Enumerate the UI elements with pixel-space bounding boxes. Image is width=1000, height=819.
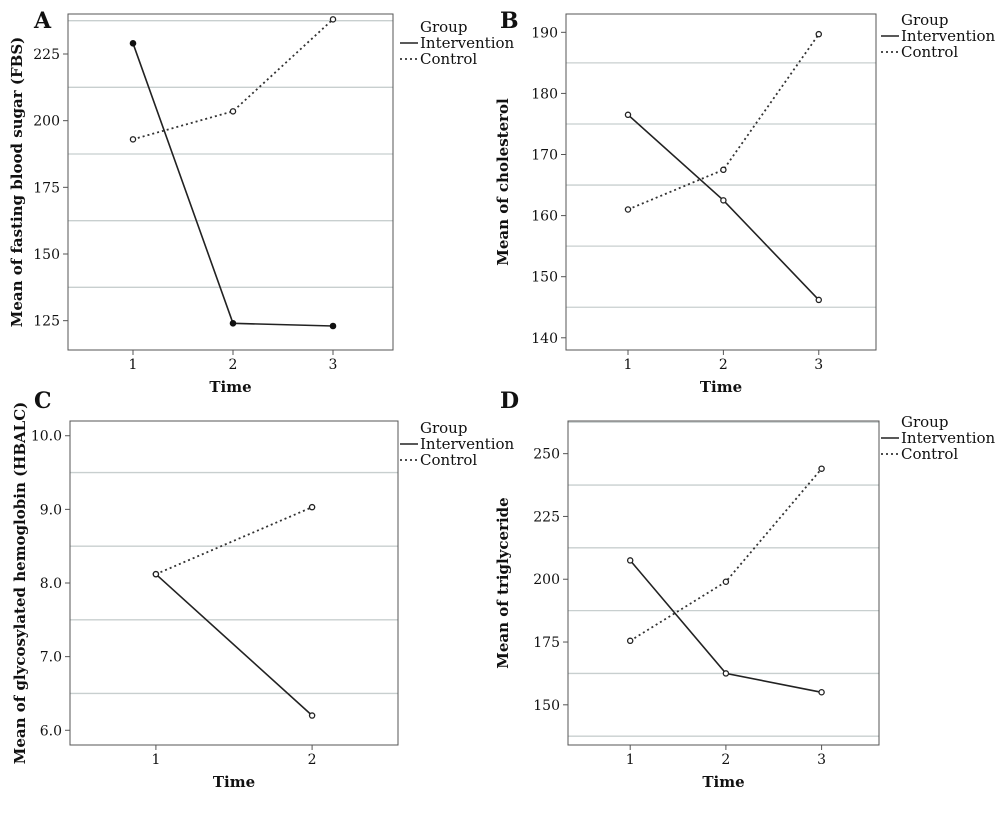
data-point-a-control-3 bbox=[329, 16, 337, 23]
data-point-a-control-1 bbox=[129, 136, 137, 143]
legend-label-c-intervention: Intervention bbox=[420, 435, 515, 453]
x-tick-label-a-1: 2 bbox=[229, 357, 238, 373]
y-tick-label-a-2: 175 bbox=[33, 180, 60, 196]
x-tick-label-c-1: 2 bbox=[308, 752, 317, 768]
data-point-b-intervention-3 bbox=[815, 296, 823, 304]
data-point-b-intervention-2 bbox=[720, 197, 727, 204]
x-tick-label-c-0: 1 bbox=[151, 752, 160, 768]
series-line-c-control bbox=[155, 506, 313, 576]
y-tick-label-b-3: 170 bbox=[531, 148, 558, 164]
data-point-d-intervention-1 bbox=[626, 557, 634, 564]
legend-label-d-control: Control bbox=[901, 445, 958, 463]
y-tick-label-a-1: 150 bbox=[33, 247, 60, 263]
legend-label-a-intervention: Intervention bbox=[420, 34, 515, 52]
x-axis-title-c: Time bbox=[213, 773, 255, 791]
data-point-a-control-2 bbox=[229, 108, 237, 115]
x-tick-label-b-1: 2 bbox=[719, 357, 728, 373]
y-axis-title-b: Mean of cholesterol bbox=[494, 98, 512, 266]
panel-letter-a: A bbox=[33, 8, 52, 34]
series-line-c-intervention bbox=[155, 573, 313, 717]
x-tick-label-b-2: 3 bbox=[814, 357, 823, 373]
y-axis-title-a: Mean of fasting blood sugar (FBS) bbox=[8, 37, 26, 327]
data-point-c-control-2 bbox=[308, 503, 316, 511]
y-tick-label-b-1: 150 bbox=[531, 270, 558, 286]
data-point-d-control-1 bbox=[626, 637, 634, 645]
y-tick-label-b-4: 180 bbox=[531, 86, 558, 102]
data-point-b-control-3 bbox=[815, 30, 823, 38]
panel-letter-b: B bbox=[500, 8, 519, 34]
legend-label-c-control: Control bbox=[420, 451, 477, 469]
x-axis-title-a: Time bbox=[209, 378, 251, 396]
y-tick-label-a-3: 200 bbox=[33, 114, 60, 130]
legend-title-a: Group bbox=[420, 18, 467, 36]
y-tick-label-c-0: 6.0 bbox=[40, 723, 62, 739]
legend-title-d: Group bbox=[901, 413, 948, 431]
y-axis-title-c: Mean of glycosylated hemoglobin (HBALC) bbox=[11, 402, 29, 764]
y-tick-label-d-3: 225 bbox=[533, 509, 560, 525]
data-point-b-control-1 bbox=[624, 206, 632, 213]
plot-frame-d bbox=[567, 420, 880, 746]
x-tick-label-b-0: 1 bbox=[624, 357, 633, 373]
y-tick-label-c-3: 9.0 bbox=[40, 502, 62, 518]
y-tick-label-c-1: 7.0 bbox=[40, 650, 62, 666]
series-line-b-intervention bbox=[627, 114, 820, 301]
data-point-c-control-1 bbox=[152, 570, 160, 578]
y-tick-label-b-5: 190 bbox=[531, 25, 558, 41]
plot-frame-b bbox=[565, 13, 877, 351]
data-point-d-control-2 bbox=[722, 578, 730, 585]
legend-label-b-control: Control bbox=[901, 43, 958, 61]
x-tick-label-a-0: 1 bbox=[129, 357, 138, 373]
chart-panel-c: C 6.0 7.0 8.0 9.0 10.0 1 2 Time Mean of glycosyla… bbox=[11, 388, 515, 791]
series-line-a-control bbox=[132, 18, 334, 141]
legend-label-b-intervention: Intervention bbox=[901, 27, 996, 45]
y-axis-title-d: Mean of triglyceride bbox=[494, 497, 512, 668]
y-tick-label-d-0: 150 bbox=[533, 698, 560, 714]
x-tick-label-d-0: 1 bbox=[626, 752, 635, 768]
data-point-a-intervention-3 bbox=[329, 322, 337, 330]
plot-frame-a bbox=[67, 13, 394, 351]
x-axis-title-d: Time bbox=[702, 773, 744, 791]
plot-frame-c bbox=[69, 420, 399, 746]
y-tick-label-c-4: 10.0 bbox=[31, 429, 62, 445]
legend-title-b: Group bbox=[901, 11, 948, 29]
y-tick-label-c-2: 8.0 bbox=[40, 576, 62, 592]
y-tick-label-b-2: 160 bbox=[531, 209, 558, 225]
data-point-d-control-3 bbox=[818, 465, 825, 472]
data-point-d-intervention-2 bbox=[722, 670, 730, 677]
x-axis-title-b: Time bbox=[700, 378, 742, 396]
x-tick-label-a-2: 3 bbox=[329, 357, 338, 373]
data-point-a-intervention-1 bbox=[129, 40, 137, 47]
y-tick-label-b-0: 140 bbox=[531, 331, 558, 347]
chart-panel-a: A 125 150 175 200 225 1 2 3 Time Mean of fasting b… bbox=[8, 8, 515, 396]
data-point-c-intervention-2 bbox=[308, 712, 316, 719]
series-line-d-control bbox=[629, 468, 823, 642]
legend-label-d-intervention: Intervention bbox=[901, 429, 996, 447]
y-tick-label-d-2: 200 bbox=[533, 572, 560, 588]
x-tick-label-d-1: 2 bbox=[721, 752, 730, 768]
y-tick-label-a-4: 225 bbox=[33, 47, 60, 63]
data-point-b-intervention-1 bbox=[624, 111, 632, 119]
series-line-a-intervention bbox=[132, 43, 334, 327]
data-point-a-intervention-2 bbox=[229, 320, 237, 327]
panel-letter-c: C bbox=[34, 388, 52, 414]
chart-panel-b: B 140 150 160 170 180 190 1 2 3 Time Mean of choles… bbox=[494, 8, 996, 396]
panel-letter-d: D bbox=[500, 388, 519, 414]
legend-title-c: Group bbox=[420, 419, 467, 437]
legend-label-a-control: Control bbox=[420, 50, 477, 68]
y-tick-label-d-4: 250 bbox=[533, 447, 560, 463]
series-line-b-control bbox=[627, 33, 820, 211]
y-tick-label-a-0: 125 bbox=[33, 314, 60, 330]
data-point-d-intervention-3 bbox=[818, 689, 825, 696]
data-point-b-control-2 bbox=[720, 166, 727, 174]
x-tick-label-d-2: 3 bbox=[817, 752, 826, 768]
y-tick-label-d-1: 175 bbox=[533, 635, 560, 651]
chart-panel-d: D 150 175 200 225 250 1 2 3 Time Mean of triglycer… bbox=[494, 388, 996, 791]
